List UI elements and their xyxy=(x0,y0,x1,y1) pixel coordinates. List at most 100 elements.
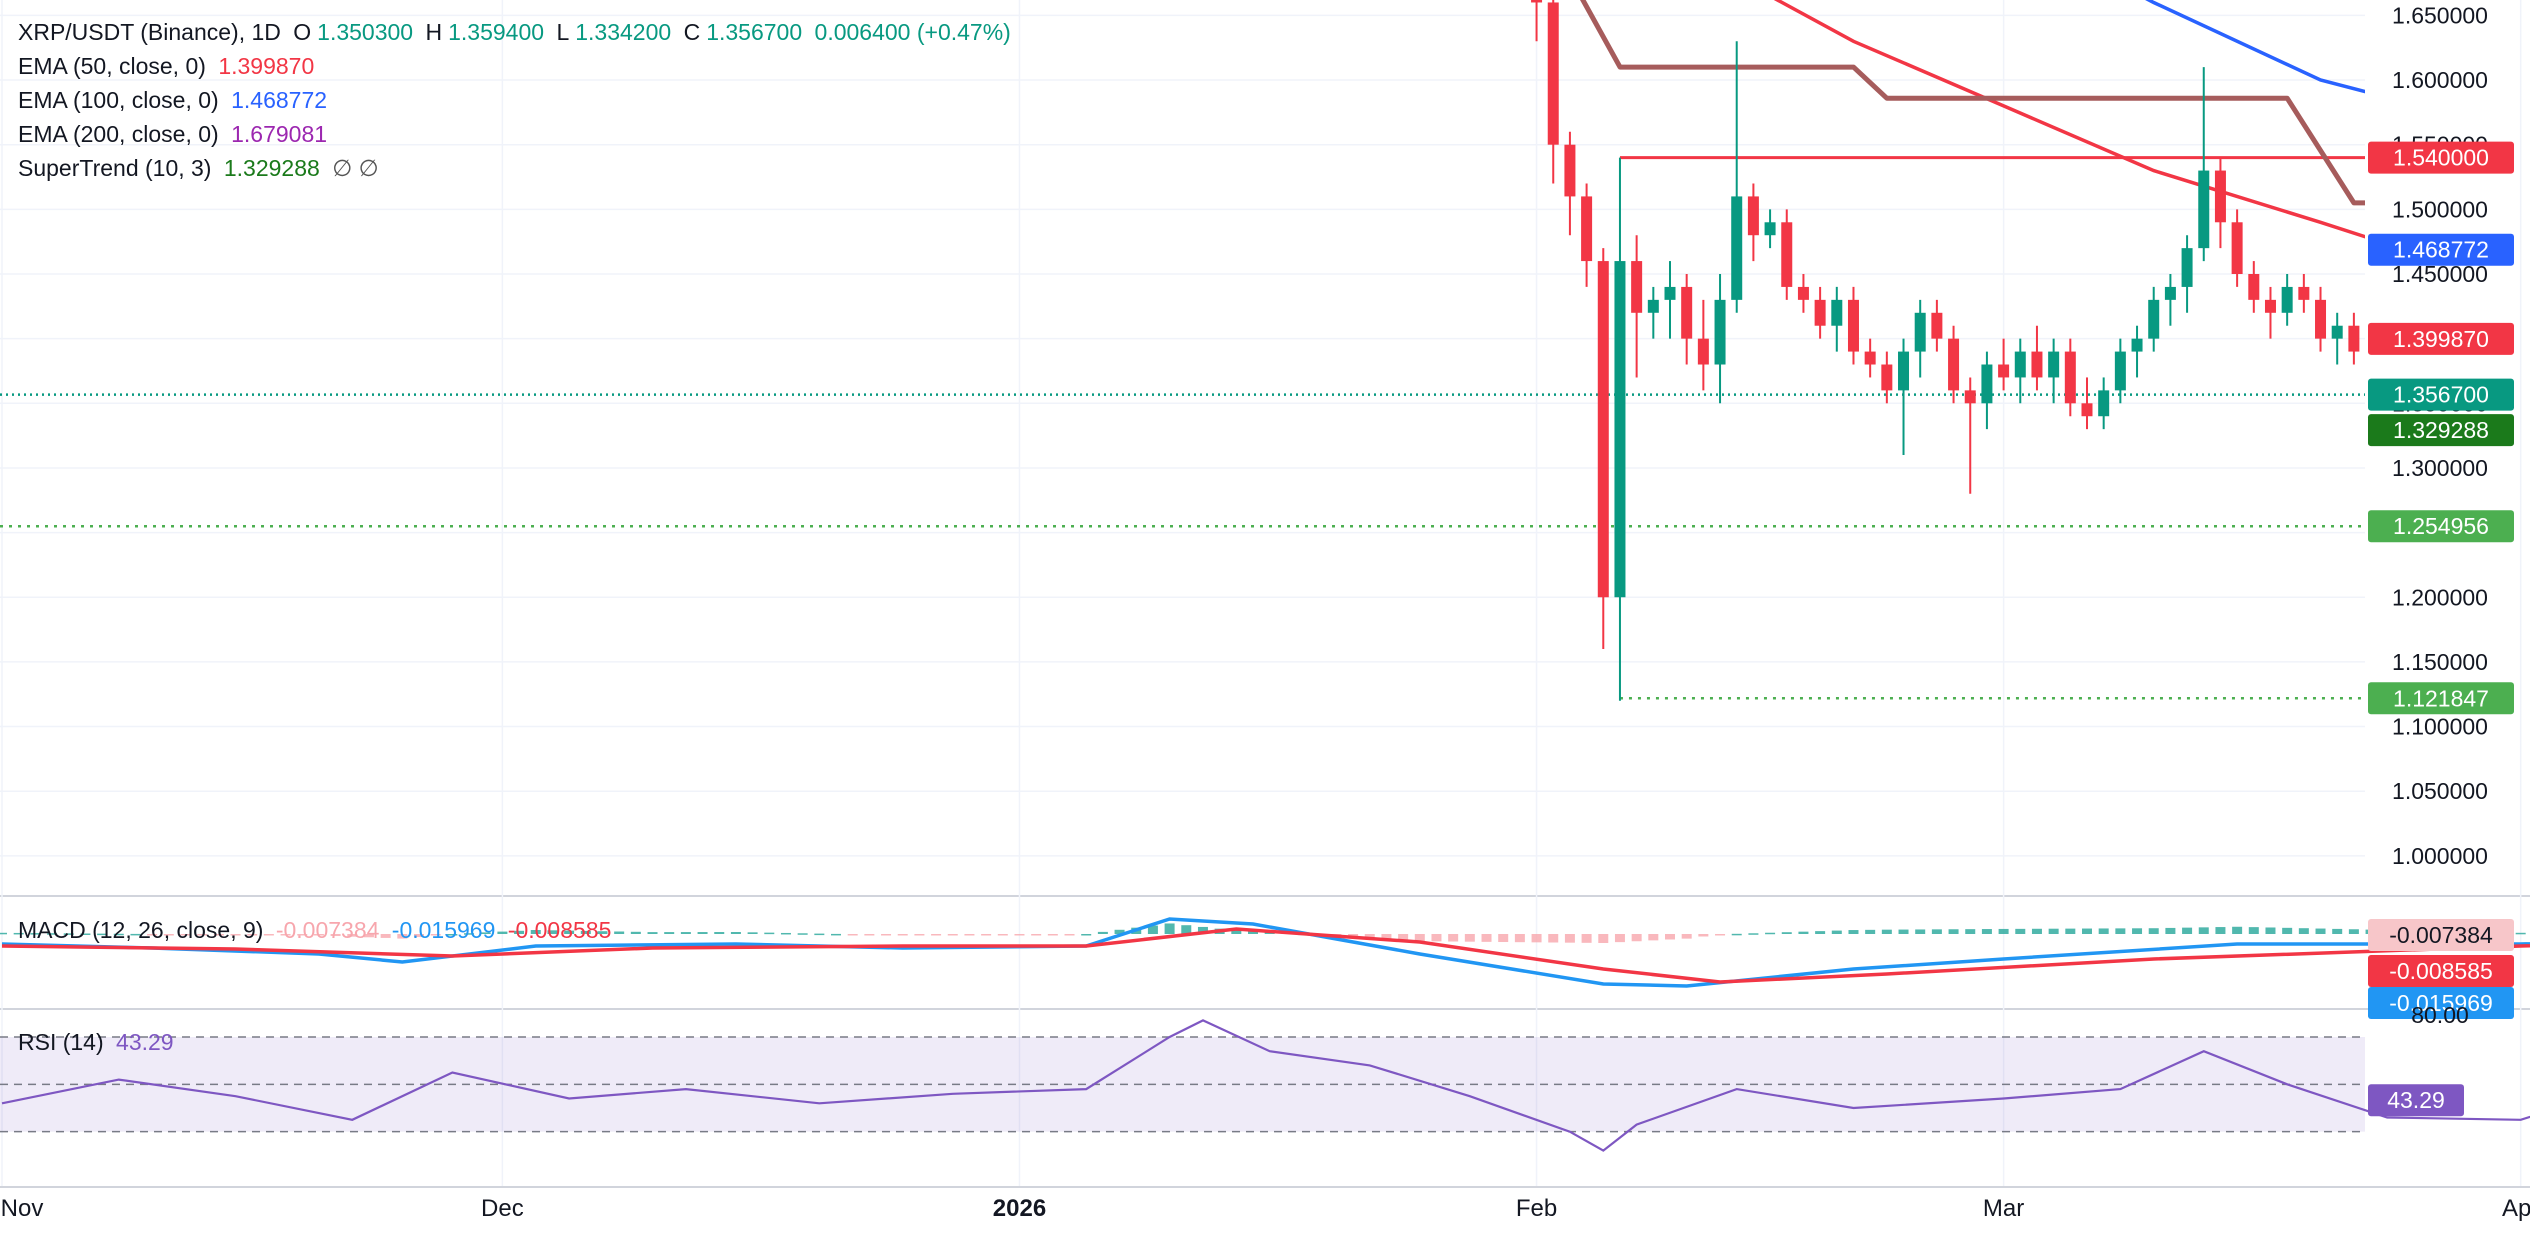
price-badge-bg xyxy=(2368,322,2514,355)
macd-hist-bar xyxy=(1898,929,1909,934)
candle-body xyxy=(1681,286,1693,339)
macd-hist-bar xyxy=(1147,925,1158,934)
supertrend-value: 1.329288 xyxy=(223,155,320,181)
macd-hist-bar xyxy=(1197,926,1208,934)
macd-legend[interactable]: MACD (12, 26, close, 9) -0.007384 -0.015… xyxy=(18,913,617,947)
price-badge-label: 1.121847 xyxy=(2393,685,2489,711)
ema200-legend[interactable]: EMA (200, close, 0) 1.679081 xyxy=(18,117,333,151)
macd-hist-bar xyxy=(430,934,441,936)
candle-body xyxy=(2198,170,2210,249)
macd-hist-bar xyxy=(1231,930,1242,934)
candle-body xyxy=(1714,299,1726,365)
candle xyxy=(1847,286,1859,365)
main-pane xyxy=(0,0,2365,701)
candle xyxy=(2014,338,2026,404)
price-badge-bg xyxy=(2368,141,2514,174)
macd-hist-bar xyxy=(1064,934,1075,936)
macd-hist-bar xyxy=(330,934,341,937)
macd-hist-bar xyxy=(1464,934,1475,942)
candle-body xyxy=(1831,299,1843,326)
macd-hist-bar xyxy=(2098,928,2109,934)
macd-hist-bar xyxy=(2265,927,2276,934)
macd-hist-bar xyxy=(1798,931,1809,934)
macd-hist-bar xyxy=(1448,934,1459,942)
macd-label: MACD (12, 26, close, 9) xyxy=(18,917,264,943)
macd-hist-bar xyxy=(1681,934,1692,939)
macd-hist-bar xyxy=(1364,934,1375,938)
candle-body xyxy=(1764,222,1776,236)
macd-histogram xyxy=(0,923,2526,943)
candle xyxy=(2348,312,2360,365)
macd-hist-bar xyxy=(1748,933,1759,935)
macd-hist-bar xyxy=(831,933,841,936)
candle-body xyxy=(2264,299,2276,313)
rsi-legend[interactable]: RSI (14) 43.29 xyxy=(18,1025,180,1059)
price-badge: 1.254956 xyxy=(2368,510,2514,543)
macd-hist-bar xyxy=(964,934,975,936)
macd-hist-bar xyxy=(347,934,358,937)
time-tick-label: Apr xyxy=(2502,1195,2530,1222)
macd-badge: -0.008585 xyxy=(2368,955,2514,987)
macd-hist-bar xyxy=(47,933,58,935)
macd-hist-bar xyxy=(1648,934,1659,941)
candle-body xyxy=(1614,261,1626,598)
macd-hist-bar xyxy=(63,933,74,935)
price-tick-label: 1.600000 xyxy=(2392,67,2488,93)
macd-badge-label: -0.015969 xyxy=(2389,990,2493,1016)
low-label: L xyxy=(556,19,570,45)
time-tick-label: Nov xyxy=(1,1195,44,1222)
high-label: H xyxy=(425,19,443,45)
open-label: O xyxy=(293,19,312,45)
macd-hist-bar xyxy=(2215,927,2226,934)
macd-hist-bar xyxy=(1598,934,1609,943)
price-badge-label: 1.540000 xyxy=(2393,145,2489,171)
candle xyxy=(2098,377,2110,430)
candle-body xyxy=(2315,299,2327,339)
candle xyxy=(1981,351,1993,430)
ema200-value: 1.679081 xyxy=(231,121,328,147)
candle-body xyxy=(1981,364,1993,404)
candle xyxy=(2298,274,2310,313)
candle xyxy=(1831,286,1843,352)
symbol-name: XRP/USDT (Binance), 1D xyxy=(18,19,281,45)
candle-body xyxy=(2231,222,2243,274)
candle xyxy=(1764,209,1776,249)
macd-hist-bar xyxy=(1564,934,1575,943)
macd-hist-bar xyxy=(1047,934,1058,936)
price-badge-label: 1.399870 xyxy=(2393,326,2489,352)
candle xyxy=(2315,286,2327,352)
macd-hist-bar xyxy=(1548,934,1559,943)
macd-hist-bar xyxy=(2298,928,2309,934)
candle xyxy=(1664,261,1676,339)
close-label: C xyxy=(683,19,701,45)
candle-body xyxy=(1697,338,1709,365)
macd-hist-bar xyxy=(2348,929,2359,934)
ema50-legend[interactable]: EMA (50, close, 0) 1.399870 xyxy=(18,49,320,83)
macd-badge-bg xyxy=(2368,955,2514,987)
macd-hist-bar xyxy=(680,932,691,934)
macd-hist-bar xyxy=(313,934,324,936)
macd-hist-bar xyxy=(780,932,791,935)
macd-hist-bar xyxy=(1164,923,1175,934)
macd-hist-bar xyxy=(1931,929,1942,934)
ema100-legend[interactable]: EMA (100, close, 0) 1.468772 xyxy=(18,83,333,117)
supertrend-legend[interactable]: SuperTrend (10, 3) 1.329288 ∅ ∅ xyxy=(18,151,385,185)
macd-hist-bar xyxy=(1531,934,1542,943)
price-badge-label: 1.468772 xyxy=(2393,237,2489,263)
candle-body xyxy=(2281,286,2293,313)
candle xyxy=(2114,338,2126,404)
candle-body xyxy=(1747,196,1759,236)
macd-hist-bar xyxy=(0,932,7,935)
candle xyxy=(1948,325,1960,404)
price-tick-label: 1.100000 xyxy=(2392,714,2488,740)
macd-hist-bar xyxy=(380,934,391,938)
macd-hist-bar xyxy=(1097,931,1108,934)
macd-hist-bar xyxy=(2248,927,2259,934)
macd-hist-bar xyxy=(2065,928,2076,934)
macd-hist-bar xyxy=(263,934,274,936)
candle xyxy=(2064,338,2076,417)
candle-body xyxy=(2181,248,2193,287)
candle xyxy=(2048,338,2060,404)
price-tick-label: 1.000000 xyxy=(2392,843,2488,869)
